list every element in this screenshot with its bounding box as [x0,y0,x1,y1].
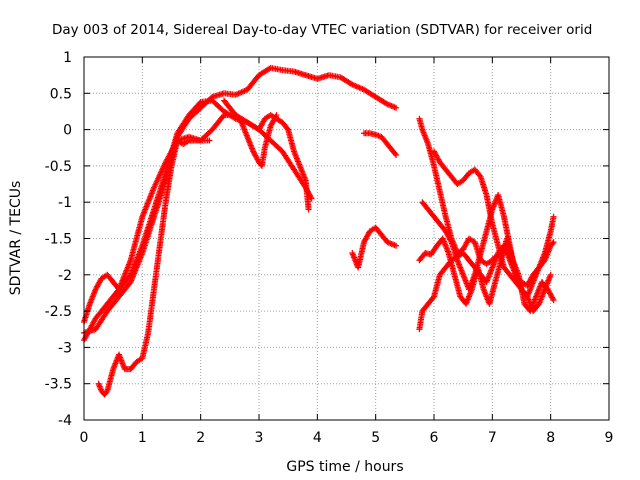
x-tick-label: 8 [546,430,555,446]
data-point [549,240,556,247]
y-tick-label: 0.5 [50,86,72,102]
series-sat-k [419,191,557,300]
y-tick-label: -3 [58,340,72,356]
y-axis-label: SDTVAR / TECUs [8,181,24,296]
y-tick-label: -1.5 [45,232,72,248]
y-tick-label: -0.5 [45,159,72,175]
data-point [393,242,400,249]
data-point [393,104,400,111]
x-tick-label: 2 [196,430,205,446]
tick-labels: 0 1 2 3 4 5 6 7 8 9 -4 -3.5 -3 -2.5 -2 -1.5 -1 -0.5 0 0.5 1 [45,50,614,446]
data-point [392,150,399,157]
data-point [492,253,499,260]
x-tick-label: 7 [488,430,497,446]
data-point [206,137,213,144]
series-sat-j [416,115,499,267]
data-point [307,194,314,201]
x-tick-label: 0 [80,430,89,446]
series-sat-f [349,224,400,271]
data-points [81,64,557,398]
x-tick-label: 5 [371,430,380,446]
x-tick-label: 1 [138,430,147,446]
data-point [196,100,203,107]
y-tick-label: -2 [58,268,72,284]
x-axis-label: GPS time / hours [286,459,403,475]
y-tick-label: -1 [58,195,72,211]
grid [84,57,609,420]
x-tick-label: 3 [255,430,264,446]
data-point [447,237,454,244]
data-point [103,389,110,396]
data-point [547,271,554,278]
data-point [430,294,437,301]
series-sat-a [81,64,400,336]
series-sat-e [221,97,280,169]
y-tick-label: -2.5 [45,304,72,320]
data-point [220,113,227,120]
series-sat-d [95,137,213,398]
data-point [491,254,498,261]
series-sat-g [361,130,400,159]
series-sat-b [81,97,315,344]
series-sat-h [416,239,557,333]
x-tick-label: 6 [430,430,439,446]
y-tick-label: -4 [58,413,72,429]
series-sat-l [431,148,554,315]
data-point [393,152,400,159]
y-tick-label: -3.5 [45,377,72,393]
data-point [550,297,557,304]
x-tick-label: 9 [605,430,614,446]
data-point [305,206,312,213]
data-point [549,295,556,302]
data-point [550,239,557,246]
x-tick-label: 4 [313,430,322,446]
y-tick-label: 1 [63,50,72,66]
data-point [284,125,291,132]
data-point [272,113,279,120]
data-point [273,112,280,119]
y-tick-label: 0 [63,123,72,139]
chart-title: Day 003 of 2014, Sidereal Day-to-day VTE… [52,22,592,38]
data-point [550,213,557,220]
